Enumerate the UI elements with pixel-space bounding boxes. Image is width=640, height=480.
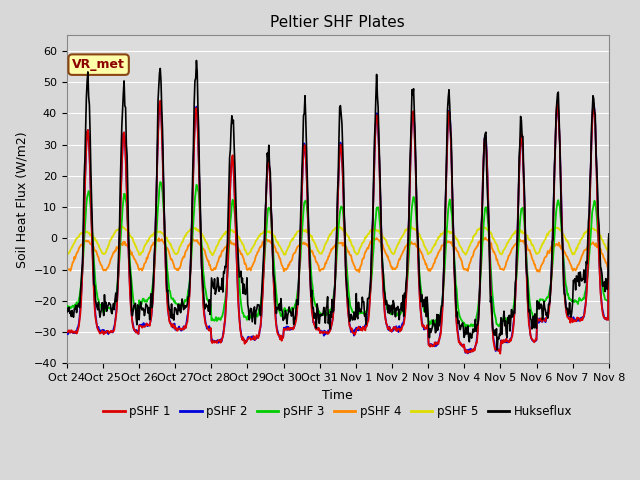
Y-axis label: Soil Heat Flux (W/m2): Soil Heat Flux (W/m2) xyxy=(15,131,28,268)
Legend: pSHF 1, pSHF 2, pSHF 3, pSHF 4, pSHF 5, Hukseflux: pSHF 1, pSHF 2, pSHF 3, pSHF 4, pSHF 5, … xyxy=(99,401,577,423)
X-axis label: Time: Time xyxy=(323,389,353,402)
Title: Peltier SHF Plates: Peltier SHF Plates xyxy=(271,15,405,30)
Text: VR_met: VR_met xyxy=(72,58,125,71)
